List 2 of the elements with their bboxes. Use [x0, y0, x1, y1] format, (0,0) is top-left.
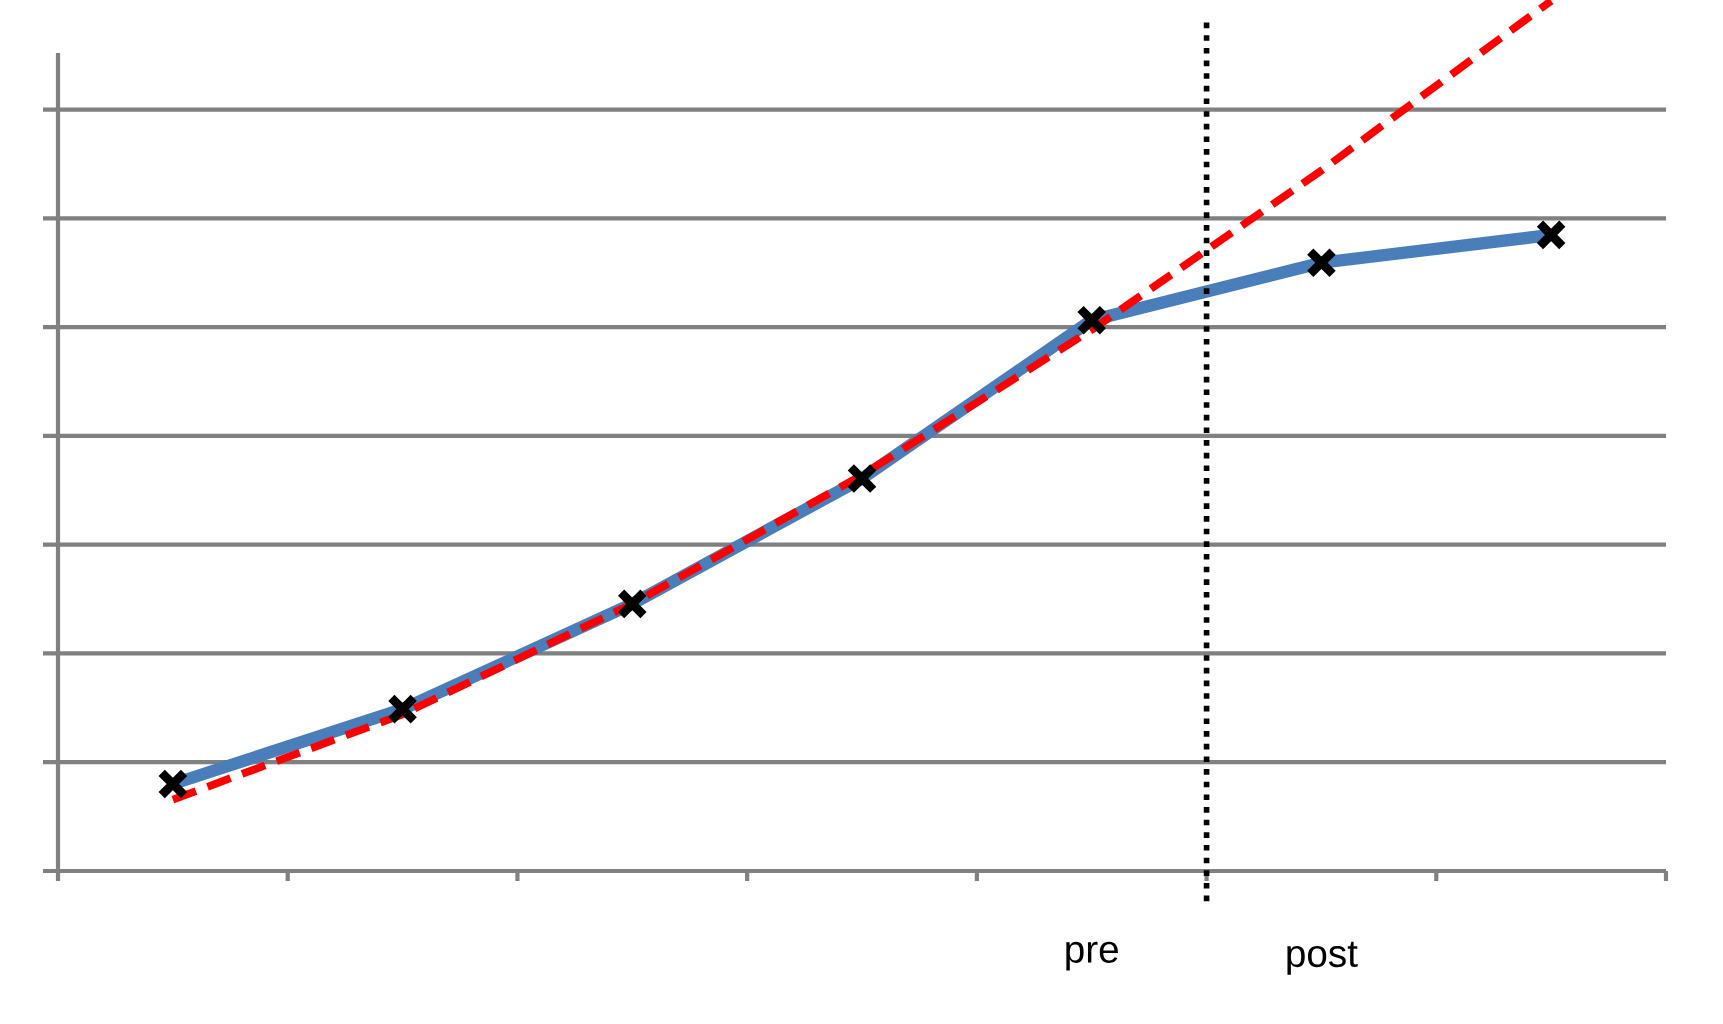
x-tick-label: post	[1287, 941, 1358, 975]
x-tick-label: pre	[1066, 941, 1118, 971]
